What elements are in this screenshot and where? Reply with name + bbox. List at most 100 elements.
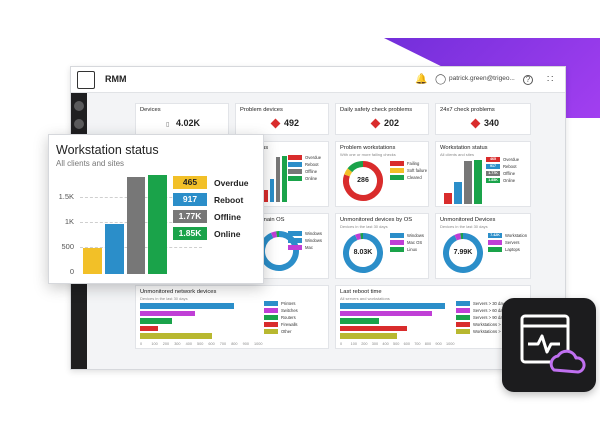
bar-offline[interactable] (464, 160, 472, 204)
legend-item-offline[interactable]: 1.77K Offline (173, 210, 241, 223)
legend-label: Offline (214, 211, 241, 222)
bar-workstations-60-days[interactable] (340, 333, 398, 339)
x-tick-label: 200 (361, 342, 368, 346)
card-unmonitored-network[interactable]: Unmonitored network devices Devices in t… (135, 285, 329, 349)
slice-cleared[interactable] (347, 161, 364, 173)
bar-overdue[interactable] (444, 192, 452, 204)
bar-firewalls[interactable] (140, 325, 158, 332)
stat-card-devices[interactable]: Devices ▯ 4.02K (135, 103, 229, 135)
bar-online[interactable] (148, 175, 167, 274)
x-tick-label: 200 (162, 342, 170, 346)
bar-online[interactable] (474, 160, 482, 204)
legend-badge: 1.77K (173, 210, 207, 223)
x-tick-label: 100 (151, 342, 158, 346)
legend-label: Servers (505, 240, 520, 245)
bar-servers-90-days[interactable] (340, 318, 380, 324)
rmm-app-icon[interactable] (502, 298, 596, 392)
bar-routers[interactable] (140, 318, 173, 324)
legend-value: 1.85K (486, 178, 500, 183)
devices-icon: ▯ (166, 122, 170, 128)
x-tick-label: 600 (208, 342, 215, 346)
x-tick-label: 600 (403, 342, 410, 346)
monitor-cloud-icon (520, 314, 586, 374)
bar-overdue[interactable] (83, 248, 102, 274)
stat-label: Daily safety check problems (340, 107, 413, 113)
x-tick-label: 800 (231, 342, 238, 346)
rmm-logo-icon[interactable] (77, 71, 95, 89)
card-title: Workstation status (440, 145, 488, 151)
legend-label: Windows (305, 231, 322, 236)
bar-printers[interactable] (140, 303, 234, 309)
legend-badge: 1.85K (173, 227, 207, 240)
devices-donut (443, 233, 483, 273)
card-last-reboot[interactable]: Last reboot time All servers and worksta… (335, 285, 531, 349)
card-subtitle: Devices in the last 30 days (140, 296, 188, 301)
legend: 7.42K Workstation Servers Laptops (488, 232, 527, 253)
sidebar-item-2[interactable] (74, 119, 84, 129)
card-workstation-status[interactable]: Workstation status All clients and sites… (435, 141, 531, 207)
slice-soft-failure[interactable] (344, 168, 353, 177)
card-subtitle: With one or more failing checks (340, 152, 396, 157)
x-tick-label: 500 (393, 342, 400, 346)
legend-label: Switches (281, 308, 298, 313)
x-tick-label: 800 (424, 342, 432, 346)
legend-label: Reboot (214, 194, 244, 205)
stat-card-daily-safety[interactable]: Daily safety check problems 202 (335, 103, 429, 135)
bar-reboot[interactable] (269, 178, 275, 202)
bar-workstations-30-days[interactable] (340, 325, 408, 332)
callout-title: Workstation status (56, 143, 159, 157)
stat-card-24x7[interactable]: 24x7 check problems 340 (435, 103, 531, 135)
alert-icon (270, 118, 281, 129)
stat-card-problem-devices[interactable]: Problem devices 492 (235, 103, 329, 135)
stat-value: 4.02K (176, 118, 201, 128)
slice-workstation[interactable] (443, 233, 483, 273)
slice-failing[interactable] (343, 161, 383, 201)
stat-label: Problem devices (240, 107, 283, 113)
legend-label: Cleared (407, 175, 422, 180)
x-tick-label: 700 (414, 342, 421, 346)
bar-offline[interactable] (126, 176, 146, 274)
legend-value: 465 (486, 157, 500, 162)
stat-value: 340 (484, 118, 500, 128)
user-email[interactable]: patrick.green@trigeo... (449, 75, 515, 82)
bar-servers-60-days[interactable] (340, 310, 432, 317)
apps-grid-icon[interactable]: ∷ (547, 74, 554, 85)
slice-mac-os[interactable] (270, 231, 278, 239)
slice-mac-os[interactable] (354, 233, 362, 241)
legend: 465 Overdue 917 Reboot 1.77K Offline 1.85K O… (486, 156, 519, 184)
bell-icon[interactable]: 🔔 (415, 74, 428, 85)
card-unmonitored-by-os[interactable]: Unmonitored devices by OS Devices in the… (335, 213, 429, 279)
slice-windows[interactable] (343, 233, 383, 273)
sidebar-item-1[interactable] (74, 101, 84, 111)
bar-servers-30-days[interactable] (340, 303, 446, 309)
legend-item-online[interactable]: 1.85K Online (173, 227, 240, 240)
card-title: main OS (262, 217, 285, 223)
slice-servers[interactable] (454, 233, 462, 241)
bar-online[interactable] (281, 156, 287, 202)
card-unmonitored-devices[interactable]: Unmonitored Devices Devices in the last … (435, 213, 531, 279)
legend-label: Windows (407, 233, 424, 238)
legend-value: 7.42K (488, 233, 502, 238)
card-title: Problem workstations (340, 145, 396, 151)
help-icon[interactable]: ? (523, 75, 533, 85)
reboot-bar-chart (340, 302, 452, 340)
legend-label: Other (281, 329, 292, 334)
user-icon[interactable]: ◯ (435, 74, 447, 85)
bar-offline[interactable] (275, 156, 281, 202)
bar-other[interactable] (140, 333, 212, 339)
os-donut (343, 233, 383, 273)
legend-label: Overdue (305, 155, 322, 160)
legend-item-overdue[interactable]: 465 Overdue (173, 176, 249, 189)
legend-item-reboot[interactable]: 917 Reboot (173, 193, 243, 206)
x-tick-label: 400 (185, 342, 192, 346)
bar-switches[interactable] (140, 310, 196, 317)
bar-reboot[interactable] (454, 181, 462, 204)
y-tick: 1.5K (58, 192, 74, 201)
alert-icon (470, 118, 481, 129)
bar-reboot[interactable] (104, 223, 124, 274)
workstation-status-callout[interactable]: Workstation status All clients and sites… (48, 134, 264, 284)
legend-label: Online (214, 228, 241, 239)
bar-overdue[interactable] (263, 190, 269, 202)
card-problem-workstations[interactable]: Problem workstations With one or more fa… (335, 141, 429, 207)
x-tick-label: 300 (174, 342, 181, 346)
